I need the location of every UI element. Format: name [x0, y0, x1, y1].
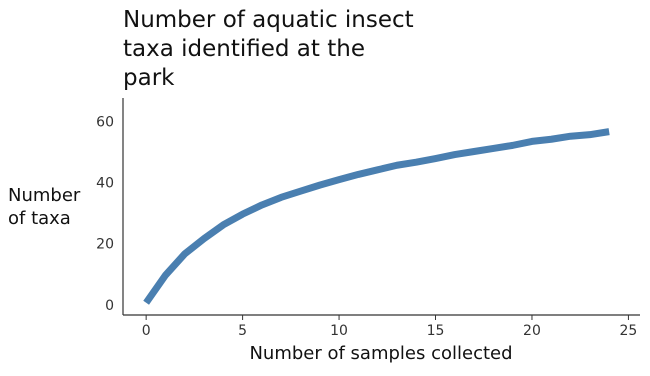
x-tick-label: 0: [142, 323, 151, 339]
y-tick-label: 0: [105, 298, 114, 314]
x-tick-label: 25: [620, 323, 638, 339]
x-tick-label: 5: [238, 323, 247, 339]
x-tick-label: 15: [427, 323, 445, 339]
x-tick-label: 10: [330, 323, 348, 339]
data-line: [143, 128, 610, 305]
y-axis-label: Number of taxa: [8, 185, 81, 229]
x-axis-label: Number of samples collected: [249, 343, 512, 364]
y-tick-label: 20: [96, 237, 114, 253]
chart-title: Number of aquatic insect taxa identified…: [123, 7, 414, 91]
x-tick-label: 20: [523, 323, 541, 339]
y-tick-label: 40: [96, 176, 114, 192]
y-tick-label: 60: [96, 114, 114, 130]
